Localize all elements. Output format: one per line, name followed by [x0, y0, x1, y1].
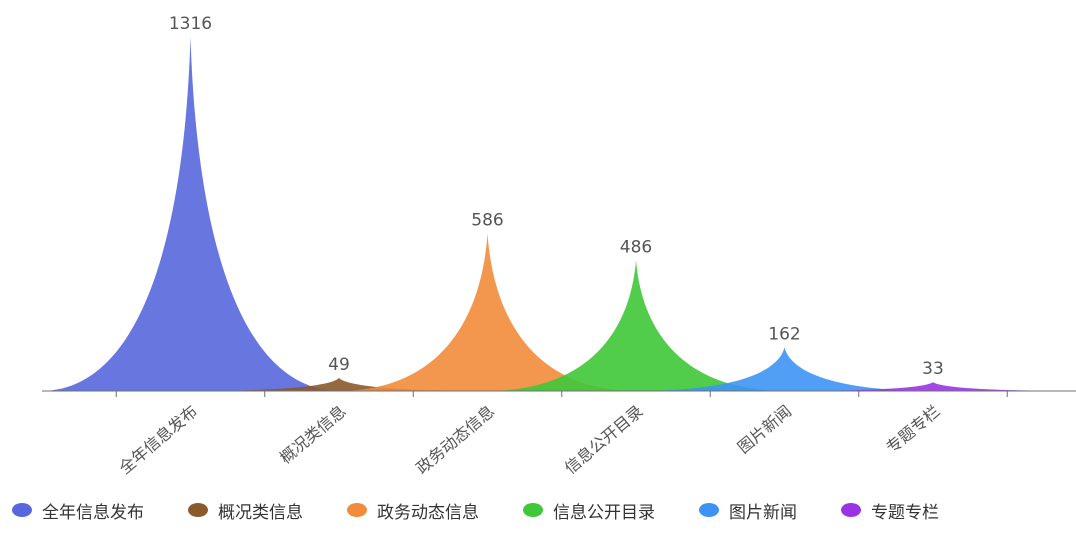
- peak-3: [486, 260, 786, 391]
- x-axis-ticks: [115, 391, 1008, 397]
- data-label: 49: [328, 355, 350, 375]
- data-label: 1316: [169, 14, 212, 34]
- data-label: 586: [471, 210, 503, 230]
- peak-1: [189, 377, 489, 391]
- x-tick-label: 信息公开目录: [561, 402, 647, 478]
- data-labels: 1316 49 586 486 162 33: [169, 14, 944, 379]
- legend-item[interactable]: 信息公开目录: [523, 496, 655, 524]
- peak-0: [40, 37, 341, 391]
- data-label: 486: [620, 237, 652, 257]
- legend-item[interactable]: 政务动态信息: [347, 496, 479, 524]
- x-tick-label: 政务动态信息: [412, 402, 498, 478]
- legend-item[interactable]: 全年信息发布: [12, 496, 144, 524]
- x-tick-label: 概况类信息: [276, 402, 350, 468]
- peak-2: [337, 233, 638, 391]
- legend-label: 概况类信息: [218, 502, 303, 523]
- legend-item[interactable]: 概况类信息: [188, 496, 303, 524]
- x-tick-label: 全年信息发布: [115, 402, 201, 478]
- legend-dot-icon: [347, 503, 367, 517]
- legend-label: 专题专栏: [871, 502, 939, 523]
- legend-dot-icon: [699, 503, 719, 517]
- peak-area-chart: 1316 49 586 486 162 33 全年信息发布 概况类信息 政务动态信息 信息公开目…: [40, 14, 1076, 478]
- peak-5: [783, 382, 1076, 391]
- legend-dot-icon: [841, 503, 861, 517]
- series-peaks: [40, 37, 1076, 391]
- legend-item[interactable]: 图片新闻: [699, 496, 797, 524]
- legend: 全年信息发布 概况类信息 政务动态信息 信息公开目录 图片新闻 专题专栏: [12, 496, 1076, 524]
- legend-label: 政务动态信息: [377, 502, 479, 523]
- legend-label: 全年信息发布: [42, 502, 144, 523]
- legend-label: 信息公开目录: [553, 502, 655, 523]
- legend-dot-icon: [188, 503, 208, 517]
- x-axis-tick-labels: 全年信息发布 概况类信息 政务动态信息 信息公开目录 图片新闻 专题专栏: [115, 402, 943, 478]
- legend-dot-icon: [523, 503, 543, 517]
- legend-label: 图片新闻: [729, 502, 797, 523]
- x-tick-label: 专题专栏: [882, 402, 943, 458]
- x-tick-label: 图片新闻: [734, 402, 795, 458]
- legend-item[interactable]: 专题专栏: [841, 496, 939, 524]
- legend-dot-icon: [12, 503, 32, 517]
- data-label: 33: [922, 359, 944, 379]
- data-label: 162: [768, 324, 800, 344]
- peak-4: [634, 347, 935, 391]
